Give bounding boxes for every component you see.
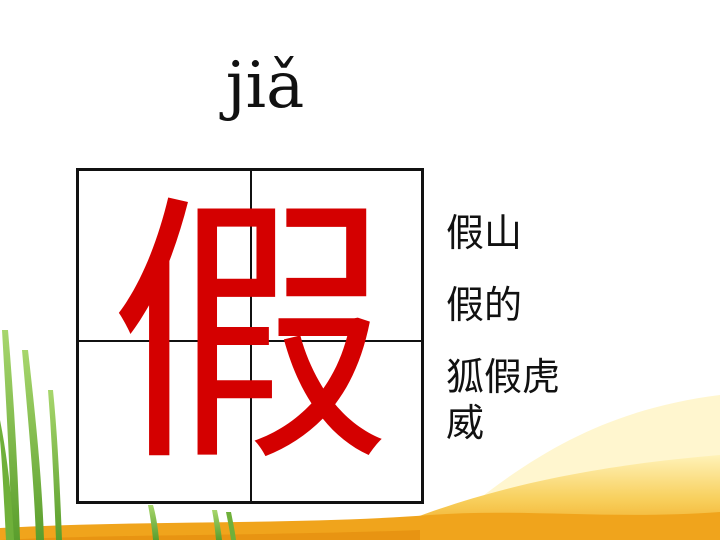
character-grid: 假	[76, 168, 424, 504]
main-character: 假	[109, 171, 391, 500]
grid-horizontal-line	[79, 340, 421, 342]
grid-vertical-line	[250, 171, 252, 501]
word-list: 假山 假的 狐假虎威	[446, 210, 606, 472]
word-item: 假山	[446, 211, 523, 255]
pinyin-label: jiǎ	[225, 49, 305, 123]
word-item: 狐假虎威	[446, 355, 561, 445]
word-item: 假的	[446, 283, 523, 327]
